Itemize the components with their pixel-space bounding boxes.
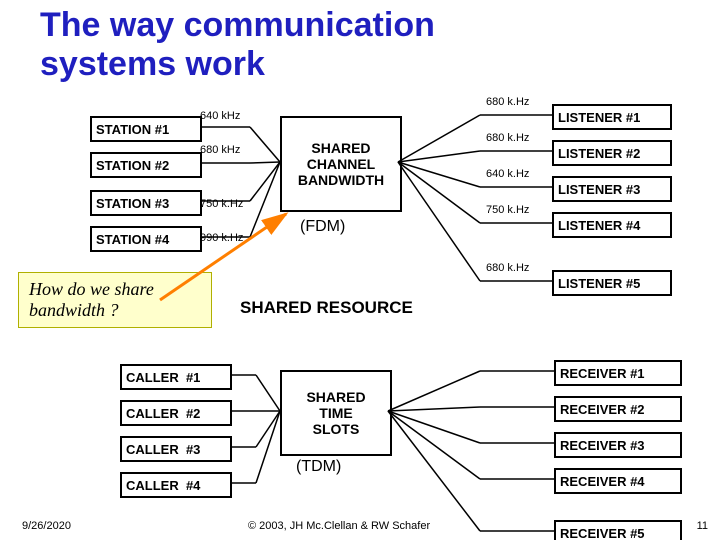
footer-copyright: © 2003, JH Mc.Clellan & RW Schafer: [248, 520, 430, 532]
listener-freq-3: 750 k.Hz: [486, 204, 529, 216]
listener-box-4: LISTENER #5: [552, 270, 672, 296]
shared-resource-label: SHARED RESOURCE: [240, 298, 413, 318]
footer-date: 9/26/2020: [22, 520, 71, 532]
receiver-box-2: RECEIVER #3: [554, 432, 682, 458]
receiver-box-3: RECEIVER #4: [554, 468, 682, 494]
receiver-box-0: RECEIVER #1: [554, 360, 682, 386]
station-box-2: STATION #3: [90, 190, 202, 216]
footer-page: 11: [697, 520, 708, 532]
slide-title: The way communication systems work: [40, 6, 435, 84]
listener-freq-1: 680 k.Hz: [486, 132, 529, 144]
tdm-caption: (TDM): [296, 458, 341, 476]
caller-box-0: CALLER #1: [120, 364, 232, 390]
listener-freq-0: 680 k.Hz: [486, 96, 529, 108]
listener-freq-2: 640 k.Hz: [486, 168, 529, 180]
station-box-1: STATION #2: [90, 152, 202, 178]
station-freq-2: 750 k.Hz: [200, 198, 243, 210]
receiver-box-4: RECEIVER #5: [554, 520, 682, 540]
fdm-caption: (FDM): [300, 218, 345, 236]
station-box-0: STATION #1: [90, 116, 202, 142]
caller-box-1: CALLER #2: [120, 400, 232, 426]
station-box-3: STATION #4: [90, 226, 202, 252]
station-freq-0: 640 kHz: [200, 110, 240, 122]
fdm-center-box: SHARED CHANNEL BANDWIDTH: [280, 116, 402, 212]
station-freq-3: 990 k.Hz: [200, 232, 243, 244]
slide: The way communication systems work SHARE…: [0, 0, 720, 540]
listener-box-2: LISTENER #3: [552, 176, 672, 202]
listener-box-3: LISTENER #4: [552, 212, 672, 238]
listener-box-0: LISTENER #1: [552, 104, 672, 130]
listener-freq-4: 680 k.Hz: [486, 262, 529, 274]
station-freq-1: 680 kHz: [200, 144, 240, 156]
listener-box-1: LISTENER #2: [552, 140, 672, 166]
caller-box-2: CALLER #3: [120, 436, 232, 462]
receiver-box-1: RECEIVER #2: [554, 396, 682, 422]
tdm-center-box: SHARED TIME SLOTS: [280, 370, 392, 456]
callout-box: How do we share bandwidth ?: [18, 272, 212, 328]
caller-box-3: CALLER #4: [120, 472, 232, 498]
